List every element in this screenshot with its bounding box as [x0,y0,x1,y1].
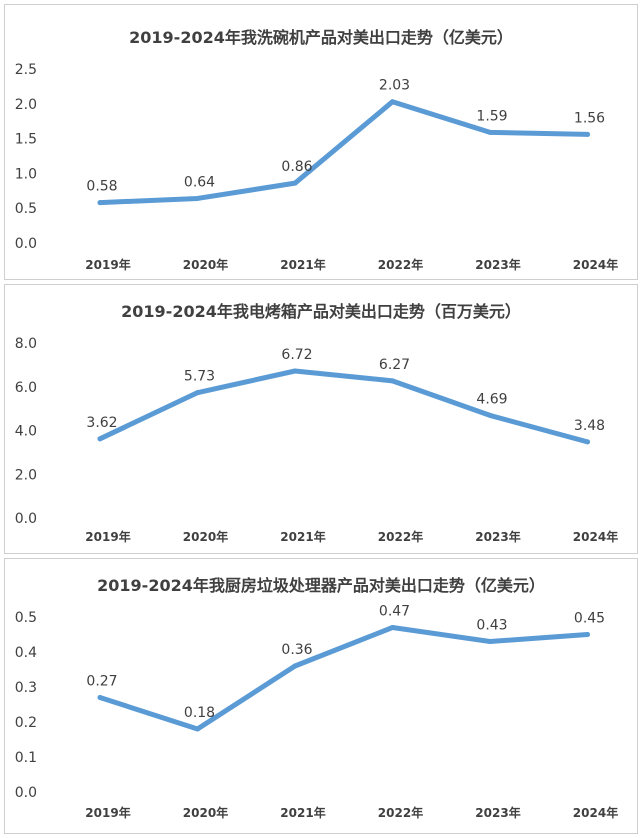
disposer-data-point [390,625,395,630]
oven-ytick-label: 8.0 [15,336,37,352]
oven-data-point [97,436,103,442]
disposer-data-label: 0.36 [281,642,312,658]
disposer-data-label: 0.45 [574,611,605,627]
chart-disposer: 2019-2024年我厨房垃圾处理器产品对美出口走势（亿美元） 0.0 0.1 0.2… [4,558,638,834]
disposer-xtick-label: 2019年 [85,805,130,820]
oven-xtick-label: 2019年 [85,529,130,544]
dishwasher-data-label: 1.59 [476,108,507,124]
dishwasher-xtick-label: 2021年 [280,257,325,272]
dishwasher-ytick-label: 0.0 [15,236,37,252]
disposer-ytick-label: 0.2 [15,715,37,731]
dishwasher-xtick-label: 2024年 [573,257,618,272]
chart-disposer-svg: 2019-2024年我厨房垃圾处理器产品对美出口走势（亿美元） 0.0 0.1 0.2… [15,576,618,820]
dishwasher-data-point [585,131,590,137]
disposer-ytick-label: 0.3 [15,680,37,696]
dishwasher-data-point [487,129,493,135]
oven-data-point [195,390,200,396]
disposer-data-label: 0.47 [379,604,410,620]
oven-data-label: 4.69 [476,391,507,407]
dishwasher-xtick-label: 2023年 [475,257,520,272]
dishwasher-data-point [97,200,103,206]
disposer-xtick-label: 2024年 [573,805,618,820]
dishwasher-data-label: 0.64 [184,174,215,190]
chart-oven-svg: 2019-2024年我电烤箱产品对美出口走势（百万美元） 0.0 2.0 4.0 6.0… [15,302,618,544]
oven-data-label: 3.48 [574,418,605,434]
dishwasher-ytick-label: 0.5 [15,201,37,217]
dishwasher-ytick-label: 1.0 [15,166,37,182]
disposer-data-point [195,726,200,732]
dishwasher-data-point [195,195,200,201]
dishwasher-data-label: 0.86 [281,159,312,175]
dishwasher-ytick-label: 2.5 [15,62,37,78]
dishwasher-data-label: 1.56 [574,110,605,126]
disposer-ytick-label: 0.5 [15,610,37,626]
dishwasher-series-line [97,99,590,206]
disposer-data-point [97,695,103,700]
disposer-xtick-label: 2022年 [378,805,423,820]
oven-xtick-label: 2021年 [280,529,325,544]
disposer-data-point [292,663,298,669]
disposer-ytick-label: 0.1 [15,750,37,766]
oven-ytick-label: 4.0 [15,424,37,440]
dishwasher-xtick-label: 2019年 [85,257,130,272]
oven-data-label: 3.62 [86,415,117,431]
dishwasher-ytick-label: 1.5 [15,132,37,148]
disposer-data-label: 0.27 [86,674,117,690]
disposer-ytick-label: 0.0 [15,785,37,801]
chart-dishwasher-svg: 2019-2024年我洗碗机产品对美出口走势（亿美元） 0.0 0.5 1.0 1.5 2… [15,28,618,272]
disposer-chart-title: 2019-2024年我厨房垃圾处理器产品对美出口走势（亿美元） [97,576,545,595]
dishwasher-data-point [292,180,298,186]
disposer-series-line [97,625,590,732]
oven-ytick-label: 6.0 [15,380,37,396]
dishwasher-data-label: 0.58 [86,179,117,195]
oven-chart-title: 2019-2024年我电烤箱产品对美出口走势（百万美元） [121,302,521,321]
oven-data-label: 6.27 [379,357,410,373]
oven-data-point [585,439,590,445]
disposer-data-point [585,632,590,637]
oven-data-point [487,412,493,418]
disposer-data-label: 0.18 [184,705,215,721]
oven-xtick-label: 2024年 [573,529,618,544]
oven-xtick-label: 2022年 [378,529,423,544]
oven-data-label: 5.73 [184,369,215,385]
dishwasher-xtick-label: 2020年 [183,257,228,272]
oven-data-point [390,378,395,384]
disposer-xtick-label: 2020年 [183,805,228,820]
oven-ytick-label: 2.0 [15,467,37,483]
dishwasher-chart-title: 2019-2024年我洗碗机产品对美出口走势（亿美元） [129,28,513,47]
chart-oven: 2019-2024年我电烤箱产品对美出口走势（百万美元） 0.0 2.0 4.0 6.0… [4,284,638,554]
oven-data-label: 6.72 [281,347,312,363]
disposer-xtick-label: 2021年 [280,805,325,820]
disposer-ytick-label: 0.4 [15,645,37,661]
dishwasher-data-point [390,99,395,105]
dishwasher-ytick-label: 2.0 [15,97,37,113]
oven-xtick-label: 2023年 [475,529,520,544]
oven-xtick-label: 2020年 [183,529,228,544]
oven-series-line [97,368,590,445]
oven-ytick-label: 0.0 [15,511,37,527]
disposer-xtick-label: 2023年 [475,805,520,820]
disposer-data-label: 0.43 [476,618,507,634]
disposer-data-point [487,639,493,644]
chart-dishwasher: 2019-2024年我洗碗机产品对美出口走势（亿美元） 0.0 0.5 1.0 1.5 2… [4,4,638,280]
oven-data-point [292,368,298,374]
dishwasher-data-label: 2.03 [379,78,410,94]
dishwasher-xtick-label: 2022年 [378,257,423,272]
